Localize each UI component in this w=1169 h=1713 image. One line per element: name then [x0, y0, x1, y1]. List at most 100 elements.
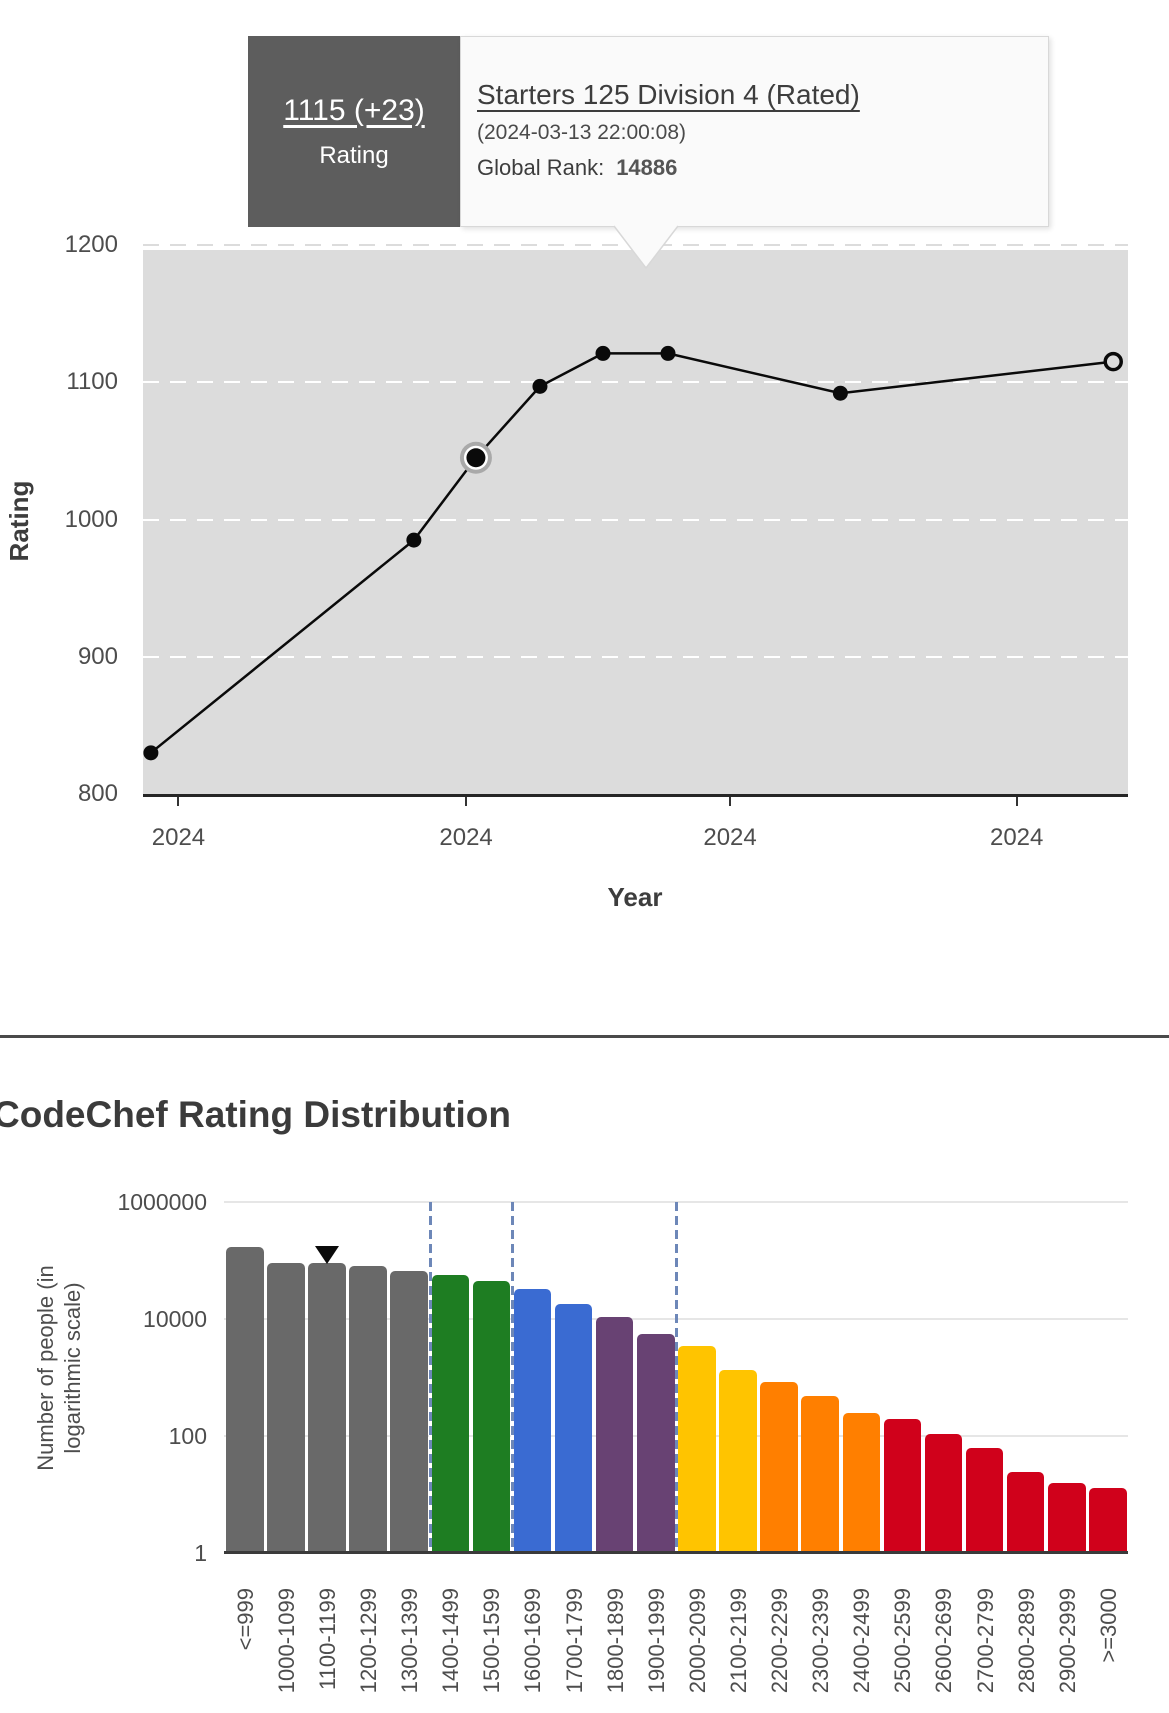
dist-bar-2900-2999[interactable]	[1048, 1482, 1086, 1553]
rating-line-series	[143, 345, 1123, 761]
data-point[interactable]	[406, 532, 422, 548]
dist-bar-1500-1599[interactable]	[472, 1280, 511, 1553]
distribution-y-axis-title-line1: Number of people (in	[33, 1265, 58, 1471]
dist-x-label-1200-1299: 1200-1299	[356, 1588, 382, 1694]
data-point-hollow[interactable]	[1103, 351, 1123, 372]
tooltip-contest-datetime: (2024-03-13 22:00:08)	[477, 121, 686, 144]
division-cutoff-line	[428, 1202, 432, 1552]
dist-bar-1900-1999[interactable]	[637, 1334, 675, 1553]
dist-x-label-1800-1899: 1800-1899	[602, 1588, 628, 1694]
dist-y-tick-label-100: 100	[168, 1423, 207, 1449]
dist-bar-2600-2699[interactable]	[924, 1434, 963, 1553]
rating-chart-x-axis-line	[143, 794, 1128, 797]
dist-x-label-2300-2399: 2300-2399	[808, 1588, 834, 1694]
data-point[interactable]	[595, 345, 611, 361]
dist-bar-1700-1799[interactable]	[554, 1304, 593, 1553]
dist-x-label-1300-1399: 1300-1399	[397, 1588, 423, 1694]
gridline-1100	[143, 381, 1128, 384]
division-cutoff-line	[511, 1202, 514, 1552]
y-tick-label-800: 800	[77, 780, 118, 807]
dist-x-label-2600-2699: 2600-2699	[931, 1588, 957, 1694]
dist-x-label-2000-2099: 2000-2099	[684, 1588, 710, 1694]
tooltip-global-rank-value: 14886	[616, 155, 678, 180]
dist-bar-1300-1399[interactable]	[390, 1271, 428, 1553]
dist-x-label-1600-1699: 1600-1699	[520, 1588, 546, 1694]
data-point[interactable]	[143, 745, 159, 761]
distribution-y-axis-title: Number of people (in logarithmic scale)	[32, 1243, 88, 1493]
x-tick-mark-2	[729, 797, 732, 806]
dist-x-label-2500-2599: 2500-2599	[890, 1588, 916, 1694]
dist-y-tick-label-1: 1	[194, 1540, 207, 1566]
dist-bar-2800-2899[interactable]	[1006, 1472, 1045, 1553]
dist-x-label-1000-1099: 1000-1099	[273, 1588, 299, 1694]
division-cutoff-line	[675, 1202, 679, 1552]
rating-chart-y-axis-title: Rating	[4, 480, 34, 562]
x-tick-label-1: 2024	[439, 824, 493, 851]
x-tick-mark-1	[465, 797, 468, 806]
x-tick-label-2: 2024	[703, 824, 757, 851]
dist-bar-1400-1499[interactable]	[431, 1275, 469, 1553]
dist-x-label-2400-2499: 2400-2499	[849, 1588, 875, 1694]
dist-bar-2000-2099[interactable]	[678, 1346, 716, 1553]
y-tick-label-1000: 1000	[64, 505, 118, 533]
y-tick-label-900: 900	[77, 642, 118, 670]
dist-bar->=3000[interactable]	[1089, 1487, 1127, 1553]
x-tick-mark-3	[1015, 797, 1018, 806]
contest-tooltip: 1115 (+23) Rating Starters 125 Division …	[248, 36, 1049, 227]
tooltip-global-rank-label: Global Rank:	[477, 155, 605, 180]
tooltip-pointer-arrow	[613, 225, 679, 270]
tooltip-rating-label: Rating	[319, 141, 389, 169]
rating-line	[150, 352, 1114, 754]
section-divider	[0, 1035, 1169, 1038]
dist-bar-2300-2399[interactable]	[801, 1396, 839, 1553]
x-tick-label-3: 2024	[989, 824, 1044, 851]
tooltip-global-rank: Global Rank: 14886	[477, 155, 1048, 181]
dist-x-label-1500-1599: 1500-1599	[479, 1588, 505, 1694]
dist-x-label-<=999: <=999	[232, 1588, 258, 1651]
dist-bar-2500-2599[interactable]	[883, 1419, 922, 1553]
y-tick-label-1200: 1200	[64, 231, 118, 258]
dist-bar-1800-1899[interactable]	[595, 1317, 634, 1553]
dist-x-label-2700-2799: 2700-2799	[972, 1588, 998, 1694]
data-point[interactable]	[660, 345, 676, 361]
user-band-triangle-icon	[314, 1246, 339, 1265]
dist-bar-1600-1699[interactable]	[513, 1289, 552, 1553]
tooltip-contest-panel: Starters 125 Division 4 (Rated) (2024-03…	[460, 36, 1049, 227]
tooltip-rating-panel: 1115 (+23) Rating	[248, 36, 460, 227]
dist-bar-2200-2299[interactable]	[760, 1381, 798, 1553]
distribution-y-axis-title-line2: logarithmic scale)	[60, 1282, 85, 1454]
dist-x-label->=3000: >=3000	[1095, 1588, 1121, 1663]
dist-bar-1100-1199[interactable]	[308, 1263, 346, 1553]
dist-x-label-1100-1199: 1100-1199	[314, 1588, 340, 1690]
gridline-900	[143, 655, 1128, 658]
dist-bar-2700-2799[interactable]	[965, 1448, 1004, 1553]
data-point[interactable]	[466, 448, 486, 468]
x-tick-label-0: 2024	[151, 824, 206, 851]
y-tick-label-1100: 1100	[66, 368, 118, 396]
tooltip-contest-link[interactable]: Starters 125 Division 4 (Rated)	[477, 79, 860, 110]
distribution-x-axis-line	[224, 1551, 1128, 1554]
dist-bar-2100-2199[interactable]	[719, 1369, 757, 1553]
x-tick-mark-0	[177, 797, 180, 806]
dist-x-label-2900-2999: 2900-2999	[1054, 1588, 1080, 1694]
dist-x-label-1700-1799: 1700-1799	[561, 1588, 587, 1694]
dist-bar-1200-1299[interactable]	[349, 1265, 387, 1553]
distribution-section-title: CodeChef Rating Distribution	[0, 1094, 511, 1135]
dist-x-label-1400-1499: 1400-1499	[438, 1588, 464, 1694]
dist-y-tick-label-1000000: 1000000	[117, 1189, 207, 1215]
dist-bar-<=999[interactable]	[226, 1247, 264, 1553]
rating-chart-x-axis-title: Year	[607, 882, 663, 912]
tooltip-rating-value-link[interactable]: 1115 (+23)	[283, 93, 425, 127]
dist-bar-1000-1099[interactable]	[267, 1262, 305, 1553]
dist-x-label-2100-2199: 2100-2199	[725, 1588, 751, 1694]
rating-chart-plot-area	[143, 250, 1128, 795]
dist-y-tick-label-10000: 10000	[143, 1306, 207, 1332]
dist-x-label-2800-2899: 2800-2899	[1013, 1588, 1039, 1694]
dist-x-label-2200-2299: 2200-2299	[767, 1588, 793, 1694]
data-point[interactable]	[832, 385, 848, 401]
gridline-1000	[143, 518, 1128, 521]
data-point[interactable]	[532, 378, 548, 394]
dist-bar-2400-2499[interactable]	[842, 1413, 880, 1553]
dist-x-label-1900-1999: 1900-1999	[643, 1588, 669, 1694]
